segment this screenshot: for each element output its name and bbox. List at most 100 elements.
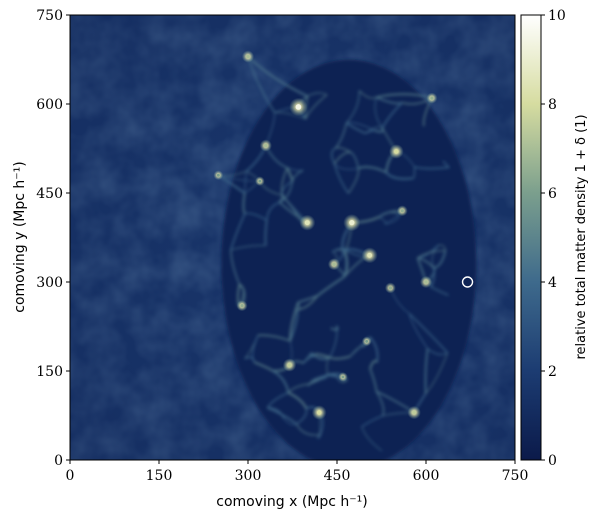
filament xyxy=(271,369,290,393)
filament xyxy=(408,313,449,354)
filament xyxy=(369,360,378,370)
filament xyxy=(361,426,383,452)
filament xyxy=(381,101,403,129)
filament xyxy=(296,408,308,425)
density-peak xyxy=(349,220,355,226)
colorbar-label: relative total matter density 1 + δ (1) xyxy=(574,114,589,359)
filament xyxy=(326,357,331,375)
filament xyxy=(287,391,308,409)
filament xyxy=(307,92,328,97)
y-tick-label: 300 xyxy=(36,275,63,291)
filament xyxy=(266,392,289,409)
filament xyxy=(331,147,336,165)
filament xyxy=(242,192,246,215)
filament xyxy=(429,268,436,288)
y-axis-label: comoving y (Mpc h⁻¹) xyxy=(12,161,28,313)
filament xyxy=(297,295,319,311)
density-peak xyxy=(424,280,428,284)
filament xyxy=(310,352,331,360)
density-peak xyxy=(263,143,268,148)
marker-circle xyxy=(461,276,474,288)
filament xyxy=(312,374,328,381)
density-peaks xyxy=(213,50,438,420)
filament xyxy=(334,163,359,170)
void-region xyxy=(221,59,477,460)
filament xyxy=(305,94,328,120)
filament xyxy=(281,194,301,220)
filament xyxy=(342,249,348,277)
filament xyxy=(317,275,345,297)
x-tick-label: 0 xyxy=(66,468,75,484)
filament xyxy=(412,166,416,180)
filament xyxy=(307,379,314,387)
y-tick-label: 600 xyxy=(36,97,63,113)
density-peak xyxy=(240,304,244,308)
colorbar-tick-label: 6 xyxy=(548,186,557,202)
x-tick-label: 750 xyxy=(502,468,529,484)
y-axis-ticks: 0 150 300 450 600 750 xyxy=(36,8,70,469)
filament xyxy=(408,313,429,349)
filament xyxy=(342,249,349,252)
colorbar-tick-label: 10 xyxy=(548,8,566,24)
filament xyxy=(283,418,297,426)
filament xyxy=(302,353,316,364)
filament xyxy=(287,383,310,394)
plot-frame xyxy=(69,14,516,461)
colorbar-tick-label: 0 xyxy=(548,453,557,469)
filament xyxy=(267,406,298,425)
filament xyxy=(333,151,351,165)
x-axis-ticks: 0 150 300 450 600 750 xyxy=(66,460,529,484)
filament xyxy=(329,355,351,360)
filament xyxy=(333,163,349,194)
filament xyxy=(433,250,447,269)
density-peak xyxy=(258,179,262,183)
filament xyxy=(258,334,291,342)
y-tick-label: 150 xyxy=(36,364,63,380)
filament xyxy=(424,348,429,394)
filament xyxy=(296,423,320,436)
filament xyxy=(289,301,300,341)
filament xyxy=(361,415,383,428)
filament xyxy=(346,90,360,124)
filament xyxy=(230,249,241,285)
density-peak xyxy=(400,209,404,213)
filament xyxy=(379,216,387,225)
density-peak xyxy=(412,410,417,415)
filament xyxy=(244,171,247,194)
density-peak xyxy=(316,410,322,415)
filament xyxy=(430,286,449,296)
filament xyxy=(297,294,319,304)
filament xyxy=(291,169,304,182)
density-peak xyxy=(430,96,434,100)
x-axis-label: comoving x (Mpc h⁻¹) xyxy=(216,494,368,510)
filament xyxy=(417,249,446,259)
density-peak xyxy=(287,363,292,368)
y-tick-label: 750 xyxy=(36,8,63,24)
filament xyxy=(264,220,268,246)
filament xyxy=(374,127,384,133)
filament xyxy=(279,181,293,203)
y-tick-label: 0 xyxy=(54,453,63,469)
filament xyxy=(265,201,280,221)
density-peak xyxy=(332,262,336,267)
filament xyxy=(438,244,446,251)
filament xyxy=(289,309,299,342)
filament xyxy=(414,166,450,170)
filament xyxy=(317,434,322,439)
colorbar-tick-label: 2 xyxy=(548,364,557,380)
filament xyxy=(347,168,360,194)
filament xyxy=(417,244,439,259)
filament xyxy=(230,244,266,251)
x-tick-label: 150 xyxy=(146,468,173,484)
density-peak xyxy=(365,339,369,343)
filament xyxy=(230,213,246,251)
filament xyxy=(375,391,385,417)
filament xyxy=(274,112,306,120)
density-peak xyxy=(295,104,302,110)
filament xyxy=(329,325,338,358)
filament xyxy=(244,212,268,221)
filament xyxy=(385,171,413,180)
density-peak xyxy=(246,54,250,59)
colorbar-tick-label: 8 xyxy=(548,97,557,113)
